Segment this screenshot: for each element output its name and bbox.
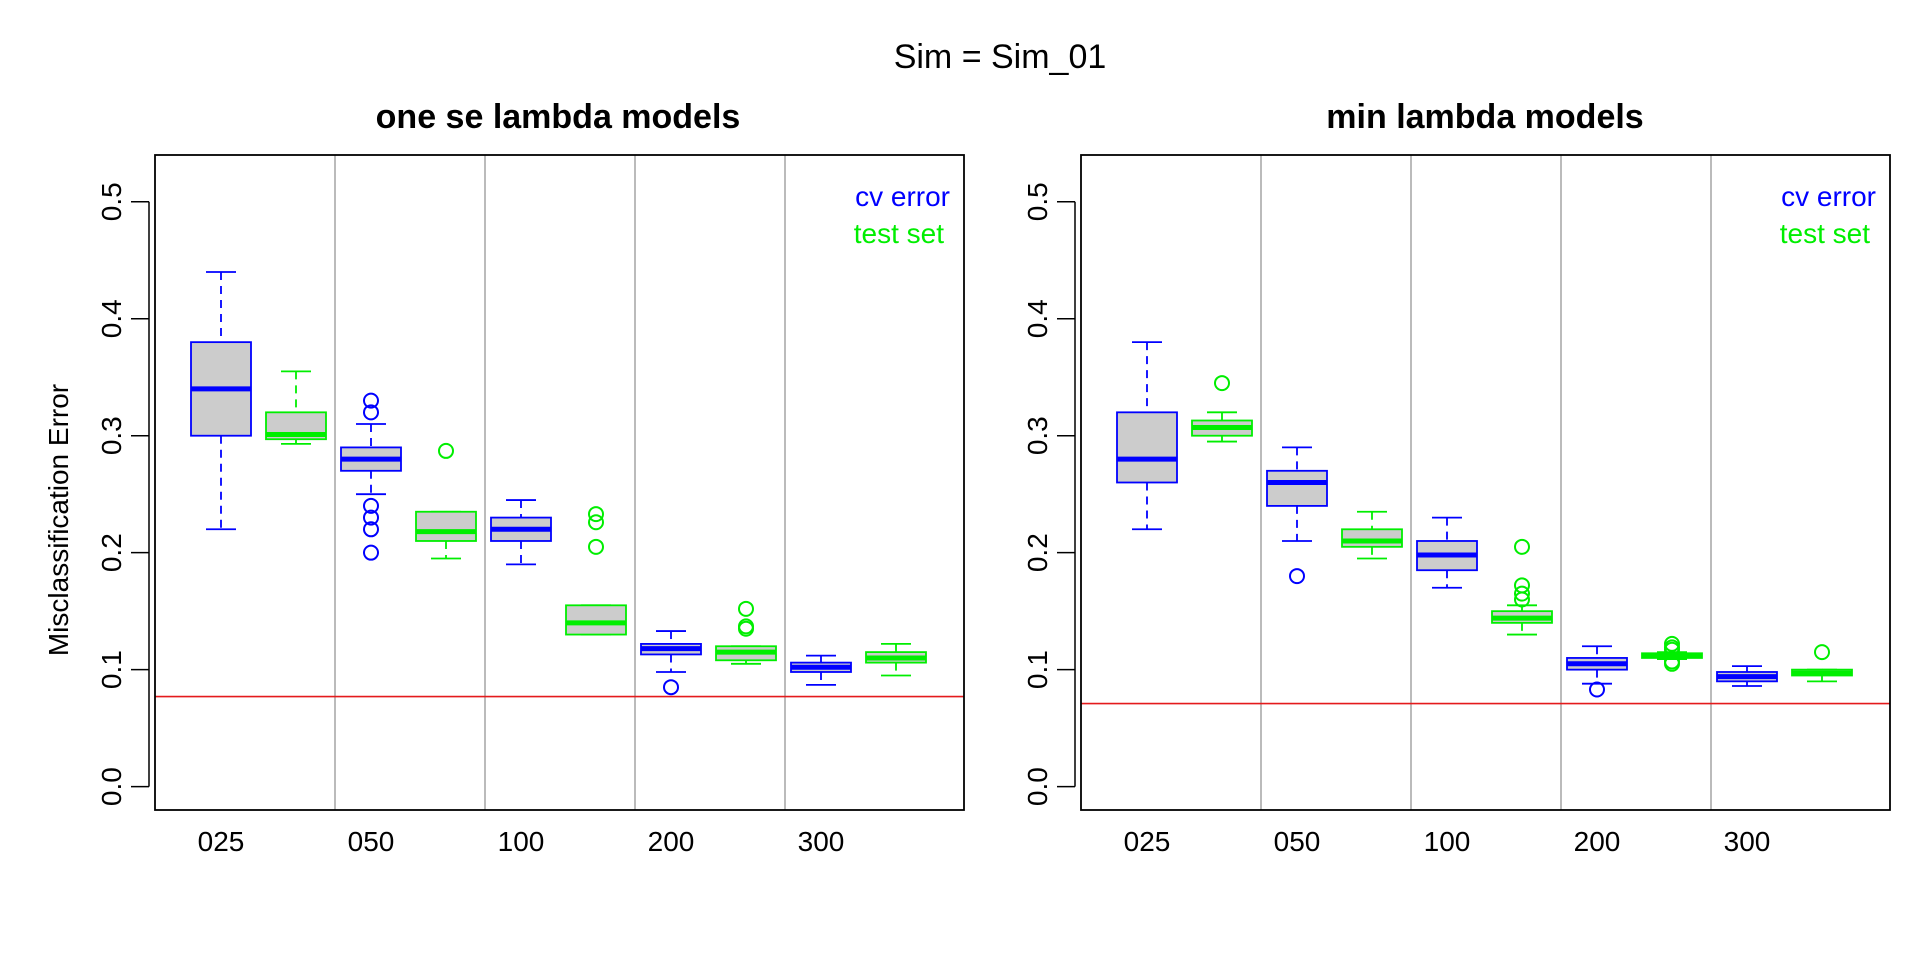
cv-error-box-050 [1266,446,1328,585]
y-tick-label: 0.0 [96,767,127,806]
legend-entry-cv-error: cv error [1781,181,1876,212]
outlier-point [1514,538,1530,555]
box-body [1341,528,1403,548]
test-set-box-025 [1191,375,1253,443]
x-tick-label: 100 [498,826,545,857]
legend-entry-cv-error: cv error [855,181,950,212]
cv-error-box-025 [190,271,252,531]
y-tick-label: 0.3 [96,416,127,455]
y-tick-label: 0.4 [96,299,127,338]
y-tick-label: 0.1 [1022,650,1053,689]
test-set-box-025 [265,370,327,445]
outlier-point [1589,681,1605,698]
box-body [1266,469,1328,507]
cv-error-box-200 [1566,645,1628,698]
cv-error-box-200 [640,630,702,696]
cv-error-box-300 [790,654,852,686]
y-tick-label: 0.3 [1022,416,1053,455]
x-tick-label: 025 [198,826,245,857]
test-set-box-100 [1491,538,1553,636]
plot-frame [1080,154,1891,811]
y-tick-label: 0.0 [1022,767,1053,806]
x-tick-label: 300 [1724,826,1771,857]
test-set-box-100 [565,506,627,636]
outlier-point [363,521,379,538]
outlier-point [1214,375,1230,392]
outlier-point [363,404,379,421]
test-set-box-200 [1641,635,1703,672]
figure-title: Sim = Sim_01 [894,38,1107,76]
y-tick-label: 0.4 [1022,299,1053,338]
outlier-point [363,497,379,514]
box-body [565,604,627,636]
outlier-point [1514,577,1530,594]
outlier-point [663,679,679,696]
x-tick-label: 200 [648,826,695,857]
panel-one-se-lambda: one se lambda models Misclassification E… [43,98,965,857]
outlier-point [1514,591,1530,608]
outlier-point [438,442,454,459]
outlier-point [738,600,754,617]
outlier-point [363,509,379,526]
y-tick-label: 0.5 [1022,182,1053,221]
x-tick-label: 025 [1124,826,1171,857]
plot-frame [154,154,965,811]
cv-error-box-050 [340,392,402,561]
y-tick-label: 0.2 [96,533,127,572]
cv-error-box-100 [490,499,552,566]
outlier-point [1664,655,1680,672]
panel-title: min lambda models [1326,98,1643,136]
panel-title: one se lambda models [376,98,741,136]
x-tick-label: 300 [798,826,845,857]
outlier-point [1514,585,1530,602]
box-body [415,510,477,542]
outlier-point [1814,644,1830,661]
panel-min-lambda: min lambda models cv error test set 0.0 0… [1022,98,1891,857]
outlier-point [738,620,754,637]
legend-entry-test-set: test set [1780,218,1870,249]
cv-error-box-025 [1116,341,1178,531]
y-axis-label: Misclassification Error [43,384,74,656]
x-tick-label: 050 [348,826,395,857]
y-tick-label: 0.1 [96,650,127,689]
cv-error-box-100 [1416,516,1478,589]
cv-error-box-300 [1716,665,1778,687]
box-body [1116,411,1178,484]
test-set-box-200 [715,600,777,665]
legend-entry-test-set: test set [854,218,944,249]
x-tick-label: 200 [1574,826,1621,857]
outlier-point [588,506,604,523]
test-set-box-300 [865,643,927,677]
y-tick-label: 0.5 [96,182,127,221]
outlier-point [1289,568,1305,585]
test-set-box-050 [415,442,477,560]
y-tick-label: 0.2 [1022,533,1053,572]
outlier-point [363,392,379,409]
x-tick-label: 100 [1424,826,1471,857]
test-set-box-300 [1791,644,1853,683]
outlier-point [588,538,604,555]
outlier-point [363,544,379,561]
test-set-box-050 [1341,510,1403,560]
x-tick-label: 050 [1274,826,1321,857]
outlier-point [588,514,604,531]
